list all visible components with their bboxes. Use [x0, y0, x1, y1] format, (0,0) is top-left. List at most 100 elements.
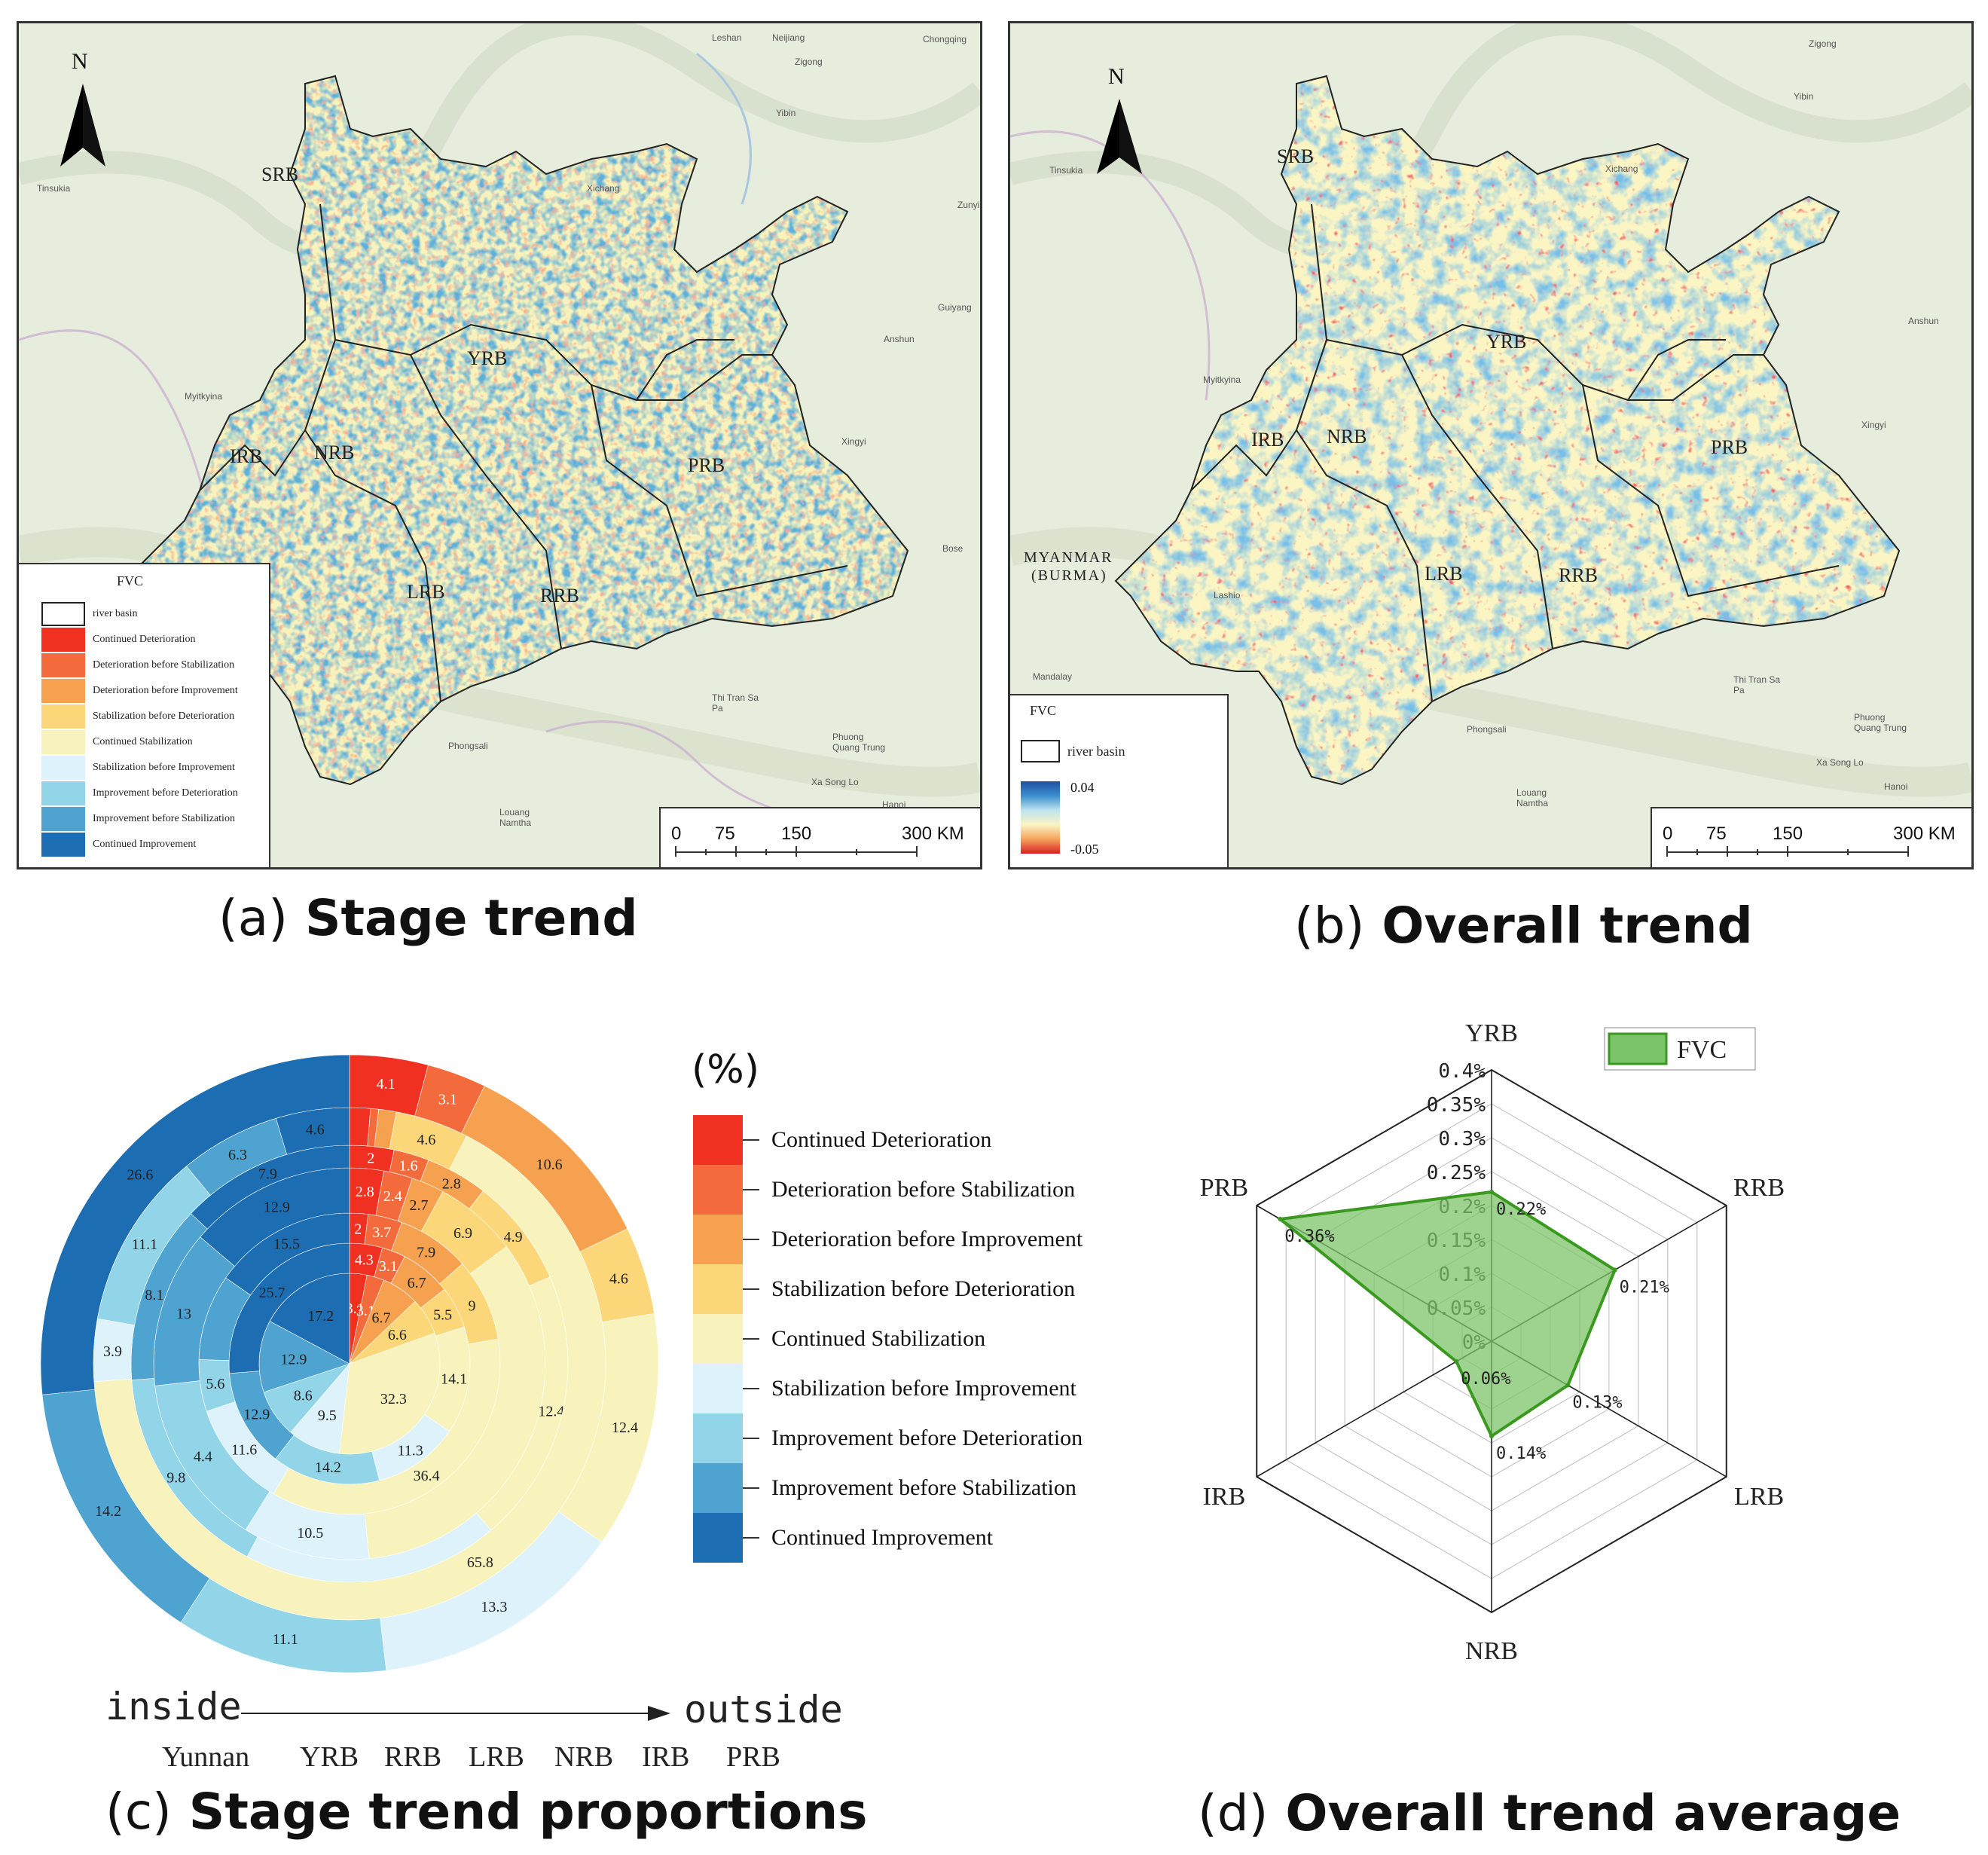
place-label: Yibin — [1794, 91, 1814, 102]
legend-label: Continued Deterioration — [771, 1127, 992, 1152]
radar-legend-box — [1604, 1027, 1756, 1071]
legend-row: Deterioration before Stabilization — [693, 1165, 1311, 1215]
place-label: Lashio — [1214, 590, 1241, 601]
caption-c-prefix: (c) — [105, 1783, 172, 1841]
ring-value-label: 11.6 — [231, 1441, 257, 1458]
legend-swatch — [41, 602, 85, 626]
scale-tick-label: 0 — [1663, 824, 1673, 844]
radar-value-label: 0.14% — [1496, 1444, 1546, 1463]
ring-value-label: 1.6 — [399, 1157, 418, 1174]
place-label: Chongqing — [923, 34, 967, 44]
legend-tick — [743, 1438, 759, 1439]
legend-label: Stabilization before Improvement — [771, 1376, 1076, 1401]
ring-value-label: 5.5 — [433, 1306, 452, 1323]
place-label: Xa Song Lo — [811, 777, 859, 787]
basin-label-lrb: LRB — [407, 581, 445, 603]
caption-b-prefix: (b) — [1294, 897, 1365, 955]
legend-row: Improvement before Stabilization — [41, 807, 235, 831]
ring-value-label: 6.9 — [453, 1225, 472, 1242]
legend-row: Stabilization before Improvement — [41, 756, 235, 780]
place-label: Zigong — [1809, 38, 1837, 49]
legend-swatch — [693, 1413, 743, 1463]
legend-label: river basin — [93, 608, 138, 619]
ring-value-label: 4.6 — [609, 1270, 628, 1287]
basin-label-yrb: YRB — [467, 347, 508, 369]
ring-value-label: 25.7 — [259, 1285, 286, 1301]
caption-a: (a) Stage trend — [218, 889, 638, 947]
ring-value-label: 9 — [468, 1298, 475, 1315]
ring-value-label: 17.2 — [307, 1308, 334, 1325]
legend-swatch — [41, 704, 85, 729]
legend-swatch — [41, 833, 85, 857]
radar-point — [1612, 1267, 1617, 1273]
ramp-max-label: 0.04 — [1070, 780, 1095, 795]
scale-bar-line — [675, 846, 918, 857]
legend-tick — [743, 1189, 759, 1190]
ring-value-label: 14.2 — [95, 1503, 121, 1520]
legend-label: Improvement before Stabilization — [771, 1475, 1076, 1500]
overall-trend-radar-chart: YRBRRBLRBNRBIRBPRB0%0.05%0.1%0.15%0.2%0.… — [1200, 1019, 1785, 1665]
place-label: Yibin — [776, 108, 796, 118]
place-label: Mandalay — [1033, 671, 1073, 682]
place-label: Phuong Quang Trung — [832, 732, 886, 753]
ring-value-label: 3.7 — [372, 1224, 391, 1241]
place-label: Anshun — [1908, 316, 1939, 326]
legend-label: Continued Stabilization — [771, 1326, 986, 1351]
caption-d-prefix: (d) — [1198, 1784, 1269, 1842]
basin-label-srb: SRB — [1277, 145, 1315, 167]
ring-value-label: 26.6 — [127, 1166, 153, 1183]
ring-value-label: 13 — [176, 1306, 191, 1322]
radar-value-label: 0.06% — [1461, 1370, 1510, 1389]
overall-trend-map-canvas — [1010, 23, 1971, 867]
legend-row: Continued Deterioration — [41, 628, 195, 652]
ring-value-label: 6.7 — [372, 1310, 391, 1327]
place-label: Xichang — [587, 183, 620, 194]
overall-trend-legend: FVC river basin 0.04 -0.05 — [1010, 694, 1229, 867]
place-label: Myitkyina — [1203, 374, 1241, 385]
ramp-min-label: -0.05 — [1070, 842, 1099, 857]
ring-value-label: 11.1 — [273, 1631, 298, 1648]
place-label: Xichang — [1605, 163, 1638, 174]
ring-segment — [349, 1107, 371, 1147]
legend-label: Deterioration before Stabilization — [93, 659, 235, 671]
legend-tick — [743, 1288, 759, 1290]
legend-label: Continued Improvement — [771, 1525, 994, 1550]
legend-label: Continued Improvement — [93, 839, 197, 850]
radar-value-label: 0.36% — [1284, 1227, 1334, 1246]
ring-value-label: 8.6 — [294, 1387, 313, 1404]
ring-value-label: 14.2 — [315, 1459, 341, 1476]
radar-point — [1278, 1217, 1283, 1221]
legend-row: Improvement before Stabilization — [693, 1463, 1311, 1513]
country-sublabel: (BURMA) — [1031, 567, 1107, 584]
place-label: Louang Namtha — [1516, 787, 1549, 808]
ring-value-label: 13.3 — [481, 1599, 507, 1615]
ring-value-label: 2 — [367, 1150, 374, 1166]
ring-name-rrb: RRB — [384, 1741, 442, 1773]
radar-point — [1489, 1434, 1494, 1438]
legend-row: Improvement before Deterioration — [41, 781, 238, 805]
radar-point — [1565, 1383, 1571, 1388]
ring-value-label: 65.8 — [467, 1554, 493, 1571]
ring-value-label: 7.9 — [417, 1244, 435, 1261]
basin-label-lrb: LRB — [1425, 563, 1463, 585]
inside-outside-arrow — [241, 1706, 670, 1721]
ring-value-label: 3.9 — [103, 1343, 122, 1360]
ring-value-label: 7.9 — [258, 1166, 277, 1182]
legend-swatch — [41, 756, 85, 780]
basin-label-prb: PRB — [1711, 436, 1748, 458]
ring-value-label: 11.1 — [132, 1236, 157, 1253]
legend-swatch — [693, 1165, 743, 1215]
caption-d-title: Overall trend average — [1285, 1784, 1901, 1842]
caption-a-prefix: (a) — [218, 889, 288, 947]
legend-swatch — [41, 807, 85, 831]
ring-value-label: 36.4 — [414, 1468, 440, 1484]
legend-label: Improvement before Deterioration — [93, 787, 238, 799]
ring-value-label: 11.3 — [397, 1442, 423, 1459]
ring-value-label: 6.7 — [408, 1275, 426, 1291]
basin-label-prb: PRB — [688, 454, 725, 476]
place-label: Bose — [942, 543, 963, 554]
outside-label: outside — [684, 1688, 843, 1731]
legend-swatch — [693, 1463, 743, 1513]
legend-label: Improvement before Stabilization — [93, 813, 235, 824]
scale-bar: 0 75 150 300 KM — [1651, 807, 1971, 867]
